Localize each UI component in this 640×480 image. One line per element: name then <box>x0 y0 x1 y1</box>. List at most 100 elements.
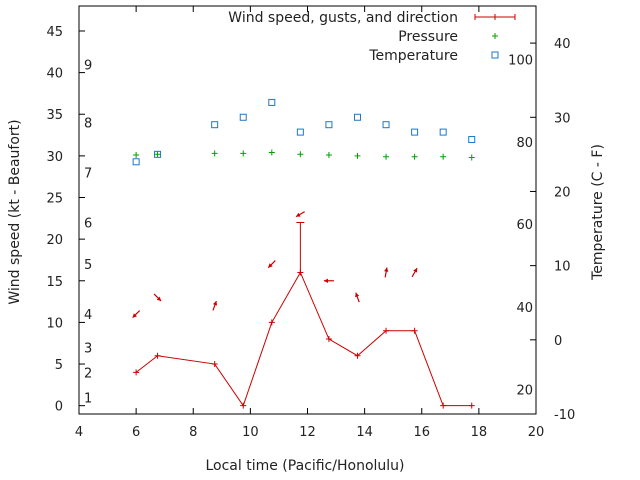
beaufort-label: 4 <box>84 308 92 323</box>
wind-speed-point <box>268 319 275 326</box>
beaufort-label: 5 <box>84 258 92 273</box>
temperature-point <box>439 128 447 136</box>
legend: Wind speed, gusts, and direction Pressure… <box>228 10 516 64</box>
series-layer <box>132 98 476 409</box>
x-axis-title: Local time (Pacific/Honolulu) <box>205 458 404 474</box>
wind-speed-point <box>240 402 247 409</box>
pressure-point <box>468 154 475 161</box>
legend-label-temperature: Temperature <box>368 48 458 64</box>
wind-speed-point <box>411 327 418 334</box>
pressure-point <box>325 152 332 159</box>
x-tick-label: 4 <box>75 425 83 440</box>
y-left-tick-label: 5 <box>55 358 63 373</box>
beaufort-label: 7 <box>84 167 92 182</box>
pressure-point <box>133 152 140 159</box>
legend-label-wind: Wind speed, gusts, and direction <box>228 10 458 26</box>
x-tick-label: 8 <box>189 425 197 440</box>
x-tick-label: 20 <box>528 425 545 440</box>
x-tick-label: 6 <box>132 425 140 440</box>
wind-speed-point <box>297 269 304 276</box>
pressure-point <box>411 153 418 160</box>
y-right-axis-title: Temperature (C - F) <box>590 144 606 281</box>
y-left-tick-label: 25 <box>46 192 63 207</box>
y-left-tick-label: 0 <box>55 400 63 415</box>
temperature-point <box>382 121 390 129</box>
y-left-tick-label: 20 <box>46 233 63 248</box>
wind-speed-point <box>383 327 390 334</box>
axes-layer: 4 6 8 10 12 14 16 18 200510152025303540451234567… <box>46 5 575 440</box>
pressure-point <box>440 153 447 160</box>
wind-direction-arrow <box>132 310 141 319</box>
wind-arrow-head <box>413 268 418 273</box>
y-left-tick-label: 45 <box>46 25 63 40</box>
pressure-point <box>354 152 361 159</box>
wind-speed-point <box>440 402 447 409</box>
y-right-tick-label: 0 <box>554 334 562 349</box>
pressure-point <box>268 149 275 156</box>
beaufort-label: 2 <box>84 366 92 381</box>
y-right-tick-label: -10 <box>554 408 575 423</box>
fahrenheit-label: 60 <box>516 218 533 233</box>
legend-label-pressure: Pressure <box>398 29 458 45</box>
wind-arrow-head <box>355 292 360 298</box>
beaufort-label: 3 <box>84 341 92 356</box>
y-left-tick-label: 35 <box>46 108 63 123</box>
wind-arrow-head <box>212 301 218 306</box>
wind-arrow-head <box>384 267 389 272</box>
temperature-point <box>411 128 419 136</box>
temperature-point <box>468 136 476 144</box>
legend-swatch-temperature <box>491 51 499 59</box>
temperature-point <box>353 113 361 121</box>
wind-speed-point <box>468 402 475 409</box>
y-right-tick-label: 20 <box>554 185 571 200</box>
y-right-tick-label: 10 <box>554 260 571 275</box>
plot-frame <box>78 5 537 415</box>
beaufort-label: 6 <box>84 216 92 231</box>
beaufort-label: 1 <box>84 391 92 406</box>
temperature-point <box>239 113 247 121</box>
wind-direction-arrow <box>411 267 418 278</box>
wind-arrow-head <box>296 212 301 217</box>
wind-speed-point <box>211 361 218 368</box>
fahrenheit-label: 40 <box>516 301 533 316</box>
y-left-tick-label: 10 <box>46 316 63 331</box>
y-left-tick-label: 30 <box>46 150 63 165</box>
beaufort-label: 8 <box>84 117 92 132</box>
fahrenheit-label: 20 <box>516 384 533 399</box>
wind-arrow-head <box>268 263 273 268</box>
pressure-point <box>211 150 218 157</box>
temperature-point <box>132 158 140 166</box>
wind-arrow-head <box>156 296 162 301</box>
x-tick-label: 12 <box>299 425 316 440</box>
pressure-point <box>154 151 161 158</box>
temperature-point <box>325 121 333 129</box>
wind-speed-line <box>135 271 472 407</box>
temperature-point <box>154 150 162 158</box>
wind-arrow-head <box>323 278 328 283</box>
x-tick-label: 18 <box>471 425 488 440</box>
wind-direction-arrow <box>355 292 360 303</box>
temperature-point <box>296 128 304 136</box>
wind-direction-arrow <box>295 211 305 218</box>
legend-swatch-wind-ticks <box>474 14 516 20</box>
y-left-tick-label: 40 <box>46 67 63 82</box>
fahrenheit-label: 100 <box>508 53 533 68</box>
wind-direction-arrow <box>153 293 162 302</box>
pressure-point <box>240 150 247 157</box>
fahrenheit-label: 80 <box>516 136 533 151</box>
wind-speed-point <box>325 336 332 343</box>
legend-swatch-pressure <box>492 33 498 39</box>
pressure-point <box>297 151 304 158</box>
beaufort-label: 9 <box>84 58 92 73</box>
x-tick-label: 10 <box>242 425 259 440</box>
x-tick-label: 14 <box>356 425 373 440</box>
wind-direction-arrow <box>267 260 276 269</box>
y-left-tick-label: 15 <box>46 275 63 290</box>
wind-speed-point <box>154 352 161 359</box>
wind-arrow-head <box>132 313 137 318</box>
wind-speed-point <box>354 352 361 359</box>
wind-speed-point <box>133 369 140 376</box>
temperature-point <box>268 98 276 106</box>
x-tick-label: 16 <box>413 425 430 440</box>
